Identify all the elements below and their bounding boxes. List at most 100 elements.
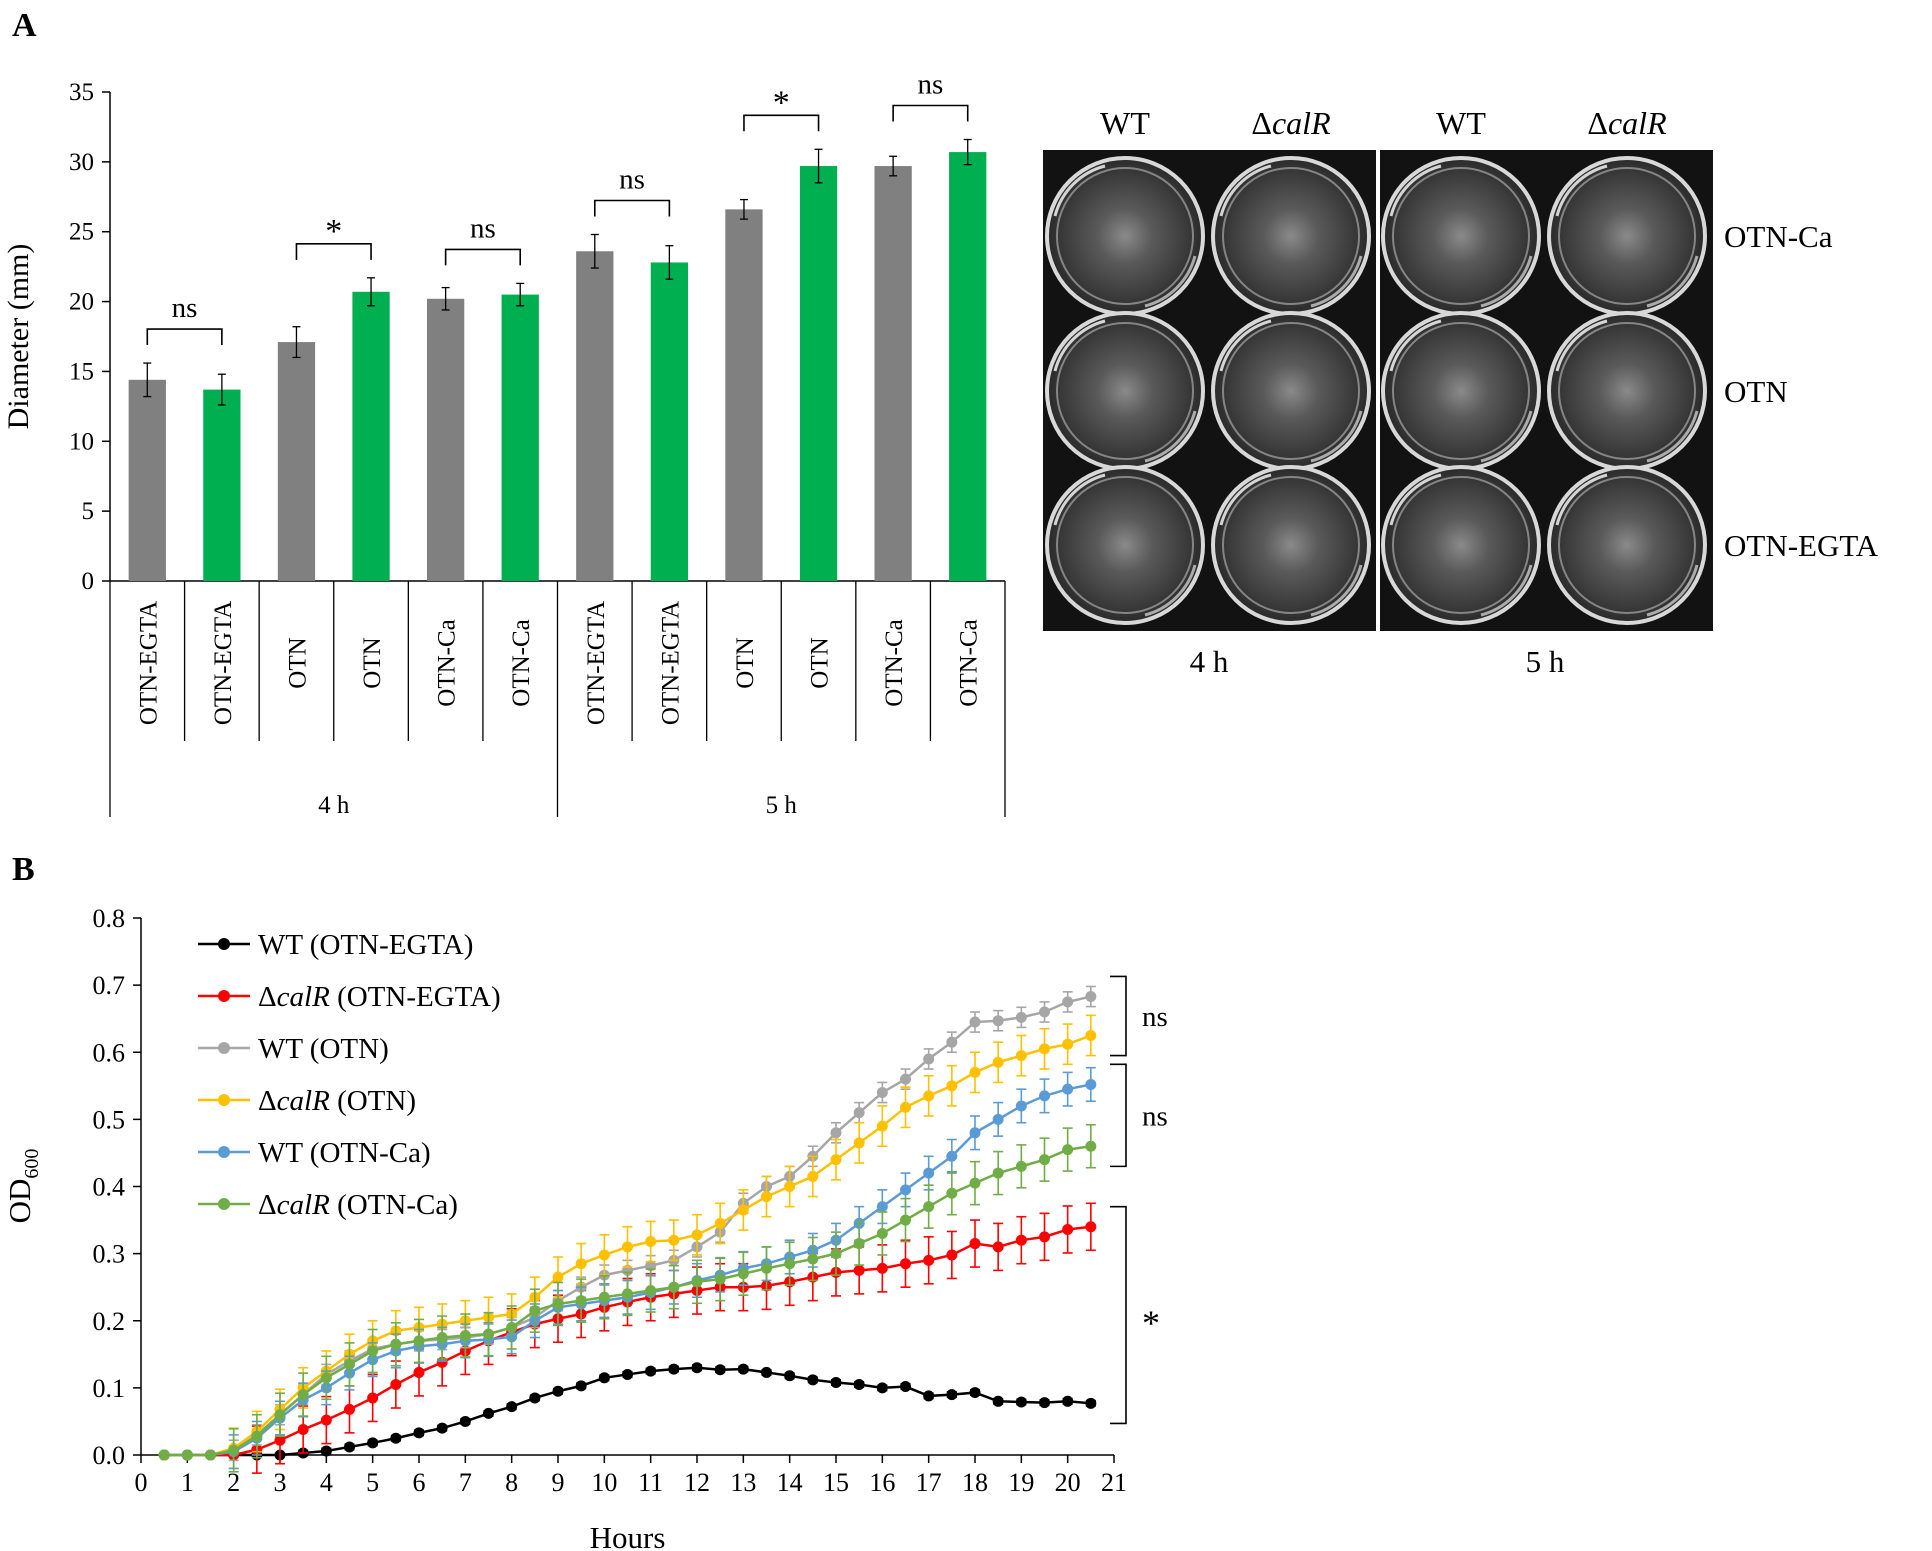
legend-swatch-marker	[218, 938, 230, 950]
x-category-label: OTN	[732, 637, 759, 688]
data-point	[923, 1167, 935, 1179]
dish-inner-rim	[1558, 322, 1696, 460]
data-point	[830, 1127, 842, 1139]
x-tick-label: 12	[684, 1468, 710, 1497]
legend-swatch-marker	[218, 1146, 230, 1158]
data-point	[598, 1249, 610, 1261]
data-point	[297, 1423, 309, 1435]
petri-dish	[1547, 311, 1707, 471]
data-point	[946, 1389, 958, 1401]
y-tick-label: 0.0	[93, 1441, 126, 1470]
data-point	[923, 1201, 935, 1213]
data-point	[575, 1295, 587, 1307]
dish-highlight	[1389, 473, 1442, 526]
y-tick-label: 20	[69, 289, 94, 316]
legend-label-prefix: WT (OTN-EGTA)	[258, 929, 473, 961]
dish-rim	[1381, 156, 1541, 316]
data-point	[1085, 1078, 1097, 1090]
x-tick-label: 0	[135, 1468, 148, 1497]
x-category-label: OTN-Ca	[508, 619, 535, 706]
data-point	[900, 1101, 911, 1113]
significance-label: ns	[172, 292, 198, 324]
data-point	[691, 1362, 703, 1374]
plate-photo: WT ΔcalR WT ΔcalR OTN-Ca OTN OTN-EGTA 4 h 5 h	[1043, 105, 1879, 679]
dish-inner-rim	[1056, 476, 1194, 614]
significance-bracket	[593, 199, 671, 217]
data-point	[1015, 1234, 1027, 1246]
data-point	[923, 1390, 935, 1402]
data-point	[529, 1305, 541, 1317]
data-point	[1085, 1221, 1097, 1233]
data-point	[552, 1271, 564, 1283]
x-tick-label: 14	[777, 1468, 803, 1497]
data-point	[784, 1370, 796, 1382]
data-point	[645, 1236, 657, 1248]
data-point	[807, 1374, 819, 1386]
dish-highlight	[1144, 255, 1197, 308]
significance-bracket	[295, 243, 372, 260]
data-point	[668, 1363, 680, 1375]
data-point	[1039, 1006, 1050, 1018]
bar-5	[426, 298, 465, 581]
dish-highlight	[1310, 410, 1363, 463]
y-axis-title-main: OD	[2, 1179, 37, 1224]
significance-label: *	[773, 84, 790, 121]
bar-9	[725, 209, 763, 582]
data-point	[969, 1177, 981, 1189]
data-point	[506, 1401, 518, 1413]
data-point	[853, 1238, 865, 1250]
data-point	[622, 1241, 633, 1253]
dish-rim	[1045, 311, 1205, 471]
data-point	[320, 1372, 332, 1384]
data-point	[830, 1154, 842, 1166]
petri-dish	[1211, 465, 1371, 625]
data-point	[1015, 1050, 1027, 1062]
plate-column-label: WT	[1100, 105, 1150, 141]
data-point	[1039, 1397, 1050, 1409]
dish-highlight	[1555, 164, 1608, 217]
data-point	[946, 1080, 958, 1092]
data-point	[737, 1204, 749, 1216]
significance-bracket	[743, 114, 820, 132]
dish-highlight	[1389, 164, 1442, 217]
data-point	[876, 1382, 888, 1394]
bar-10	[799, 166, 838, 581]
data-point	[807, 1170, 819, 1182]
legend-label-suffix: (OTN-EGTA)	[330, 981, 501, 1013]
y-axis-title: Diameter (mm)	[2, 244, 35, 430]
x-category-label: OTN-EGTA	[135, 601, 162, 725]
data-point	[900, 1258, 911, 1270]
data-point	[552, 1298, 564, 1310]
data-point	[459, 1415, 471, 1427]
data-point	[575, 1258, 587, 1270]
dish-highlight	[1555, 319, 1608, 372]
data-point	[483, 1407, 494, 1419]
dish-highlight	[1219, 164, 1272, 217]
data-point	[367, 1437, 379, 1449]
data-point	[853, 1264, 865, 1276]
dish-inner-rim	[1222, 322, 1360, 460]
x-tick-label: 8	[505, 1468, 518, 1497]
dish-highlight	[1646, 255, 1699, 308]
data-point	[830, 1248, 842, 1260]
data-point	[784, 1258, 796, 1270]
data-point	[1062, 1395, 1074, 1407]
plate-row-label: OTN-EGTA	[1724, 528, 1879, 563]
data-point	[1015, 1011, 1027, 1023]
dish-inner-rim	[1558, 476, 1696, 614]
dish-inner-rim	[1222, 476, 1360, 614]
y-tick-label: 0.4	[93, 1173, 126, 1202]
column-label-strain: calR	[1272, 105, 1331, 141]
plate-column-label: WT	[1436, 105, 1486, 141]
data-point	[668, 1234, 680, 1246]
dish-highlight	[1389, 319, 1442, 372]
dish-rim	[1045, 156, 1205, 316]
panel-b-label: B	[12, 851, 35, 888]
petri-dish	[1211, 156, 1371, 316]
dish-highlight	[1053, 319, 1106, 372]
plate-time-label: 4 h	[1190, 644, 1229, 679]
y-axis-title: OD600	[2, 1149, 43, 1224]
data-point	[228, 1444, 240, 1456]
data-point	[506, 1321, 518, 1333]
legend-label-prefix: Δ	[258, 981, 277, 1013]
